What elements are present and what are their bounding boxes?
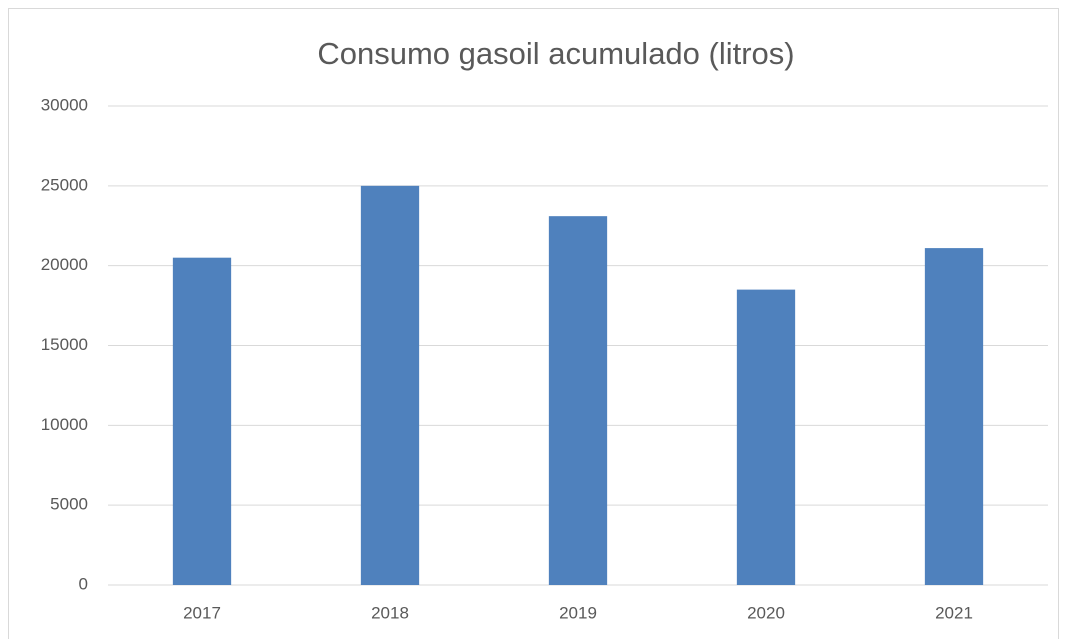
y-tick-label: 5000 [50,495,88,514]
x-tick-label: 2019 [559,603,597,622]
y-tick-label: 25000 [41,175,88,194]
x-tick-label: 2021 [935,603,973,622]
bar [360,185,420,586]
y-tick-label: 15000 [41,335,88,354]
x-tick-label: 2018 [371,603,409,622]
y-tick-label: 10000 [41,415,88,434]
chart-border [8,8,1059,639]
y-tick-label: 30000 [41,95,88,114]
bar [924,248,984,585]
y-tick-label: 20000 [41,255,88,274]
x-tick-label: 2020 [747,603,785,622]
bar [736,289,796,585]
bar [548,216,608,586]
chart-title: Consumo gasoil acumulado (litros) [317,36,794,71]
bar [172,257,232,585]
y-tick-label: 0 [79,574,88,593]
x-tick-label: 2017 [183,603,221,622]
